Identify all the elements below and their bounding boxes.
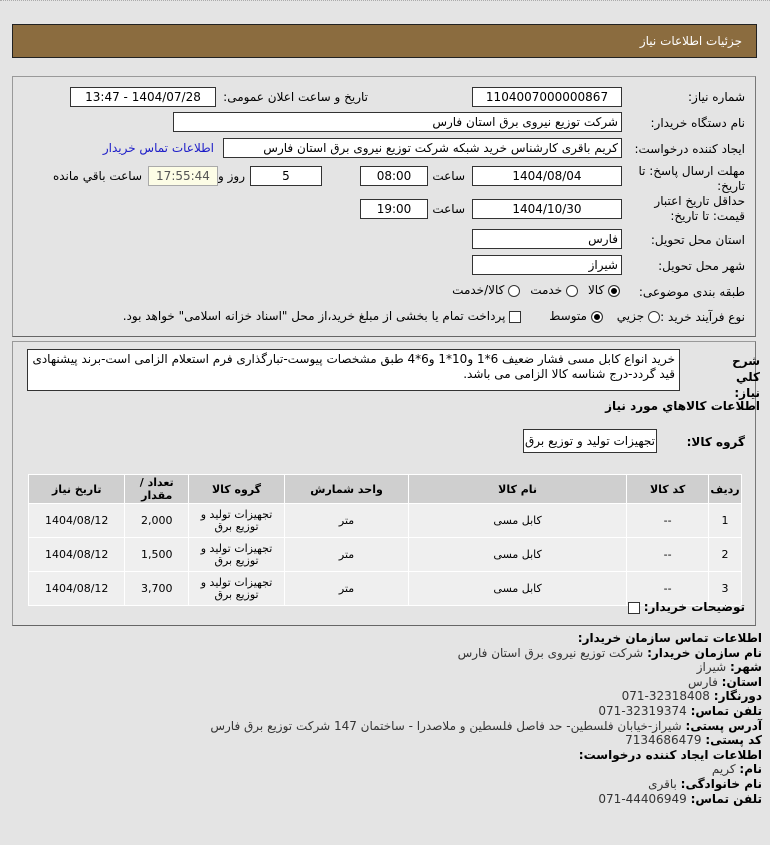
contact-line: دورنگار: 32318408-071 [621, 689, 762, 704]
buyer-notes-checkbox[interactable] [627, 601, 640, 614]
table-cell: کابل مسی [408, 537, 628, 572]
validity-time-label: ساعت [432, 202, 465, 216]
creator-field[interactable]: کریم باقری کارشناس خرید شبکه شرکت توزیع … [223, 138, 622, 158]
creator-label: ایجاد کننده درخواست: [634, 142, 745, 156]
validity-date-field[interactable]: 1404/10/30 [472, 199, 622, 219]
announce-label: تاریخ و ساعت اعلان عمومی: [223, 90, 368, 104]
validity-time-field[interactable]: 19:00 [360, 199, 428, 219]
column-header: تاریخ نیاز [27, 474, 126, 504]
goods-panel [12, 341, 756, 626]
goods-group-label: گروه کالا: [686, 435, 745, 449]
table-cell: 1 [708, 503, 742, 538]
table-cell: کابل مسی [408, 571, 628, 606]
table-row: 3 -- کابل مسی متر تجهیزات تولید و توزیع برق 3… [27, 571, 742, 606]
contact-line: کد پستی: 7134686479 [625, 733, 762, 748]
page-header: جزئیات اطلاعات نیاز [12, 24, 757, 58]
category-label: طبقه بندی موضوعی: [638, 285, 745, 299]
table-cell: 1404/08/12 [27, 571, 126, 606]
buyer-field[interactable]: شرکت توزیع نیروی برق استان فارس [173, 112, 622, 132]
contact-line: آدرس پستی: شیراز-خیابان فلسطین- حد فاصل … [210, 718, 762, 733]
column-header: کد کالا [626, 474, 710, 504]
process-radio-group: جزیي متوسط پرداخت تمام یا بخشی از مبلغ خ… [123, 309, 660, 323]
column-header: گروه کالا [187, 474, 286, 504]
description-label: شرح کلي نیاز: [732, 354, 760, 400]
column-header: تعداد / مقدار [124, 474, 189, 504]
contact-line: نام سازمان خریدار: شرکت توزیع نیروی برق … [457, 645, 762, 660]
buyer-contact-link[interactable]: اطلاعات تماس خریدار [102, 141, 214, 155]
goods-group-field: تجهیزات تولید و توزیع برق [523, 429, 657, 453]
treasury-payment-checkbox[interactable]: پرداخت تمام یا بخشی از مبلغ خرید،از محل … [123, 309, 522, 323]
table-row: 2 -- کابل مسی متر تجهیزات تولید و توزیع برق 1… [27, 537, 742, 572]
table-cell: متر [284, 503, 410, 538]
table-cell: تجهیزات تولید و توزیع برق [187, 537, 286, 572]
table-cell: 1404/08/12 [27, 503, 126, 538]
days-label: روز و [218, 169, 245, 183]
contact-line: تلفن تماس: 44406949-071 [598, 791, 762, 806]
process-option-minor[interactable]: جزیي [617, 309, 660, 323]
table-cell: 1,500 [124, 537, 189, 572]
time-remaining-label: ساعت باقي مانده [52, 169, 142, 183]
category-radio-group: کالا خدمت کالا/خدمت [452, 283, 620, 297]
category-option-service[interactable]: خدمت [530, 283, 578, 297]
need-info-panel [12, 76, 756, 337]
buyer-label: نام دستگاه خریدار: [650, 116, 746, 130]
validity-label: حداقل تاریخ اعتبار قیمت: تا تاریخ: [654, 194, 745, 223]
contact-title: اطلاعات تماس سازمان خریدار: [577, 631, 762, 645]
province-field[interactable]: فارس [472, 229, 622, 249]
creator-title: اطلاعات ایجاد کننده درخواست: [578, 747, 762, 762]
table-row: 1 -- کابل مسی متر تجهیزات تولید و توزیع برق 2… [27, 503, 742, 538]
contact-line: تلفن تماس: 32319374-071 [598, 703, 762, 718]
goods-section-title: اطلاعات کالاهاي مورد نیاز [605, 399, 760, 413]
process-label: نوع فرآیند خرید : [660, 310, 745, 324]
table-cell: تجهیزات تولید و توزیع برق [187, 571, 286, 606]
announce-field[interactable]: 1404/07/28 - 13:47 [70, 87, 216, 107]
contact-line: نام خانوادگی: باقری [648, 776, 762, 791]
contact-line: شهر: شیراز [696, 660, 762, 675]
category-option-both[interactable]: کالا/خدمت [452, 283, 521, 297]
table-cell: کابل مسی [408, 503, 628, 538]
deadline-label: مهلت ارسال پاسخ: تا تاریخ: [638, 164, 745, 193]
goods-table: ردیف کد کالا نام کالا واحد شمارش گروه کالا تع… [27, 474, 742, 606]
description-box: خرید انواع کابل مسی فشار ضعیف 6*1 و10*1 … [27, 349, 680, 391]
deadline-date-field[interactable]: 1404/08/04 [472, 166, 622, 186]
city-field[interactable]: شیراز [472, 255, 622, 275]
time-remaining-field: 17:55:44 [148, 166, 218, 186]
buyer-notes: توضیحات خریدار: [627, 600, 745, 614]
days-remaining-field[interactable]: 5 [250, 166, 322, 186]
contact-line: نام: کریم [711, 762, 762, 777]
column-header: واحد شمارش [284, 474, 410, 504]
city-label: شهر محل تحویل: [658, 259, 745, 273]
table-cell: 3 [708, 571, 742, 606]
table-cell: 3,700 [124, 571, 189, 606]
table-cell: متر [284, 537, 410, 572]
deadline-time-field[interactable]: 08:00 [360, 166, 428, 186]
province-label: استان محل تحویل: [650, 233, 745, 247]
table-cell: -- [626, 537, 710, 572]
table-cell: تجهیزات تولید و توزیع برق [187, 503, 286, 538]
table-cell: -- [626, 503, 710, 538]
column-header: نام کالا [408, 474, 628, 504]
need-number-label: شماره نیاز: [688, 90, 745, 104]
contact-line: استان: فارس [687, 674, 762, 689]
need-number-field[interactable]: 1104007000000867 [472, 87, 622, 107]
process-option-medium[interactable]: متوسط [549, 309, 603, 323]
table-cell: 2,000 [124, 503, 189, 538]
table-cell: متر [284, 571, 410, 606]
category-option-goods[interactable]: کالا [588, 283, 620, 297]
deadline-time-label: ساعت [432, 169, 465, 183]
table-cell: 2 [708, 537, 742, 572]
table-cell: -- [626, 571, 710, 606]
contact-info: اطلاعات تماس سازمان خریدار: نام سازمان خ… [22, 631, 762, 806]
table-cell: 1404/08/12 [27, 537, 126, 572]
column-header: ردیف [708, 474, 742, 504]
